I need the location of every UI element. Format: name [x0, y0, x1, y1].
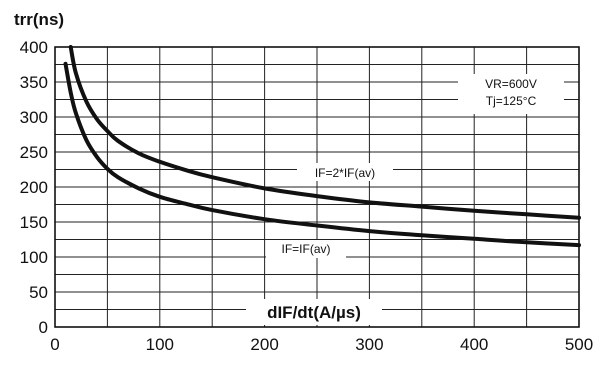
series-label-ifav: IF=IF(av): [281, 242, 330, 256]
series-line-if-av: [63, 61, 581, 248]
y-tick-label: 300: [20, 108, 48, 127]
y-axis-label: trr(ns): [14, 10, 64, 29]
x-tick-label: 100: [146, 335, 174, 354]
y-tick-label: 150: [20, 213, 48, 232]
y-tick-label: 350: [20, 73, 48, 92]
conditions-box: [458, 74, 564, 114]
series-label-bg-ifav: [266, 240, 346, 258]
y-tick-label: 400: [20, 38, 48, 57]
y-tick-label: 200: [20, 178, 48, 197]
x-axis-label: dIF/dt(A/µs): [267, 303, 361, 322]
x-tick-labels: 0 100 200 300 400 500: [50, 335, 593, 354]
series-label-2ifav: IF=2*IF(av): [315, 166, 375, 180]
y-tick-label: 100: [20, 248, 48, 267]
y-tick-labels: 0 50 100 150 200 250 300 350 400: [20, 38, 48, 337]
y-tick-label: 0: [39, 318, 48, 337]
plot-border: [54, 46, 580, 328]
series-label-bg-2ifav: [297, 163, 393, 181]
condition-tj: Tj=125°C: [486, 94, 537, 108]
x-tick-label: 200: [250, 335, 278, 354]
plot-frame: [54, 46, 580, 328]
x-tick-label: 500: [565, 335, 593, 354]
x-tick-label: 300: [355, 335, 383, 354]
y-tick-label: 50: [29, 283, 48, 302]
series-line-if-2x-av: [68, 45, 581, 220]
x-axis-label-bg: [246, 299, 382, 325]
curves: [63, 45, 581, 248]
condition-vr: VR=600V: [485, 77, 537, 91]
x-tick-label: 400: [460, 335, 488, 354]
x-tick-label: 0: [50, 335, 59, 354]
y-tick-label: 250: [20, 143, 48, 162]
